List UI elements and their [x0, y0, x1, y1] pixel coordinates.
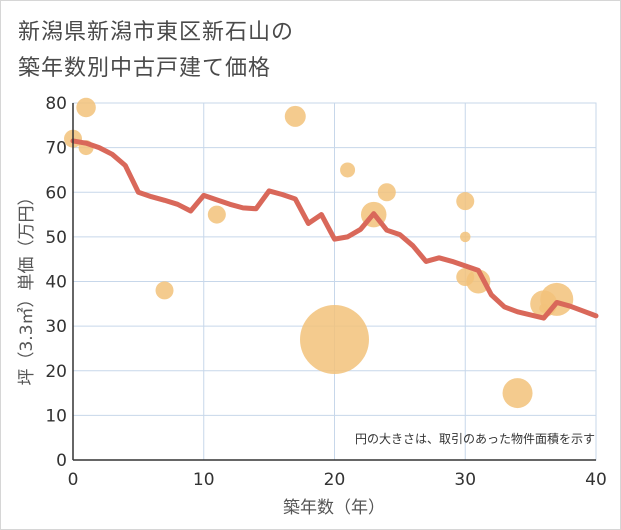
y-tick-label-20: 20: [45, 362, 67, 382]
y-tick-label-70: 70: [45, 139, 67, 159]
data-point-18: [540, 282, 574, 316]
data-point-5: [207, 205, 226, 224]
chart-title: 新潟県新潟市東区新石山の 築年数別中古戸建て価格: [18, 15, 294, 87]
y-tick-label-30: 30: [45, 317, 67, 337]
y-tick-label-60: 60: [45, 183, 67, 203]
data-point-4: [155, 281, 174, 300]
x-axis-label: 築年数（年）: [283, 498, 385, 518]
data-point-2: [76, 97, 96, 118]
average-price-line-layer: [70, 138, 599, 321]
y-tick-label-40: 40: [45, 273, 67, 293]
average-price-line: [70, 138, 599, 321]
axes: [72, 103, 596, 461]
chart-title-line-1: 新潟県新潟市東区新石山の: [18, 20, 295, 45]
tick-labels: 0 10 20 30 40 0 10 20 30 40 50 60 70 80: [45, 94, 606, 490]
data-point-8: [340, 162, 356, 178]
data-point-7: [300, 305, 369, 375]
y-tick-label-50: 50: [45, 228, 67, 248]
x-tick-label-0: 0: [68, 470, 79, 490]
chart-title-line-2: 築年数別中古戸建て価格: [18, 56, 272, 81]
data-point-10: [377, 183, 396, 202]
x-tick-label-30: 30: [454, 470, 476, 490]
data-point-12: [460, 231, 471, 243]
data-point-11: [456, 192, 475, 211]
data-point-6: [284, 105, 306, 127]
x-tick-label-20: 20: [324, 470, 346, 490]
y-axis-label: 坪（3.3㎡）単価（万円）: [17, 188, 37, 385]
y-tick-label-80: 80: [45, 94, 67, 114]
bubble-size-note: 円の大きさは、取引のあった物件面積を示す: [355, 431, 595, 446]
y-tick-label-10: 10: [45, 406, 67, 426]
data-point-14: [466, 269, 491, 294]
transaction-bubbles: [64, 97, 574, 409]
x-tick-label-10: 10: [193, 470, 215, 490]
y-tick-label-0: 0: [56, 451, 67, 471]
data-point-15: [502, 378, 533, 409]
x-tick-label-40: 40: [585, 470, 607, 490]
